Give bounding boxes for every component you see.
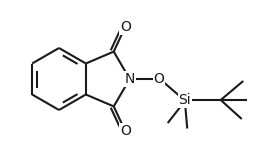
- Text: N: N: [125, 72, 135, 86]
- Text: O: O: [153, 72, 164, 86]
- Text: O: O: [120, 20, 131, 34]
- Text: O: O: [120, 124, 131, 138]
- Text: Si: Si: [178, 93, 191, 107]
